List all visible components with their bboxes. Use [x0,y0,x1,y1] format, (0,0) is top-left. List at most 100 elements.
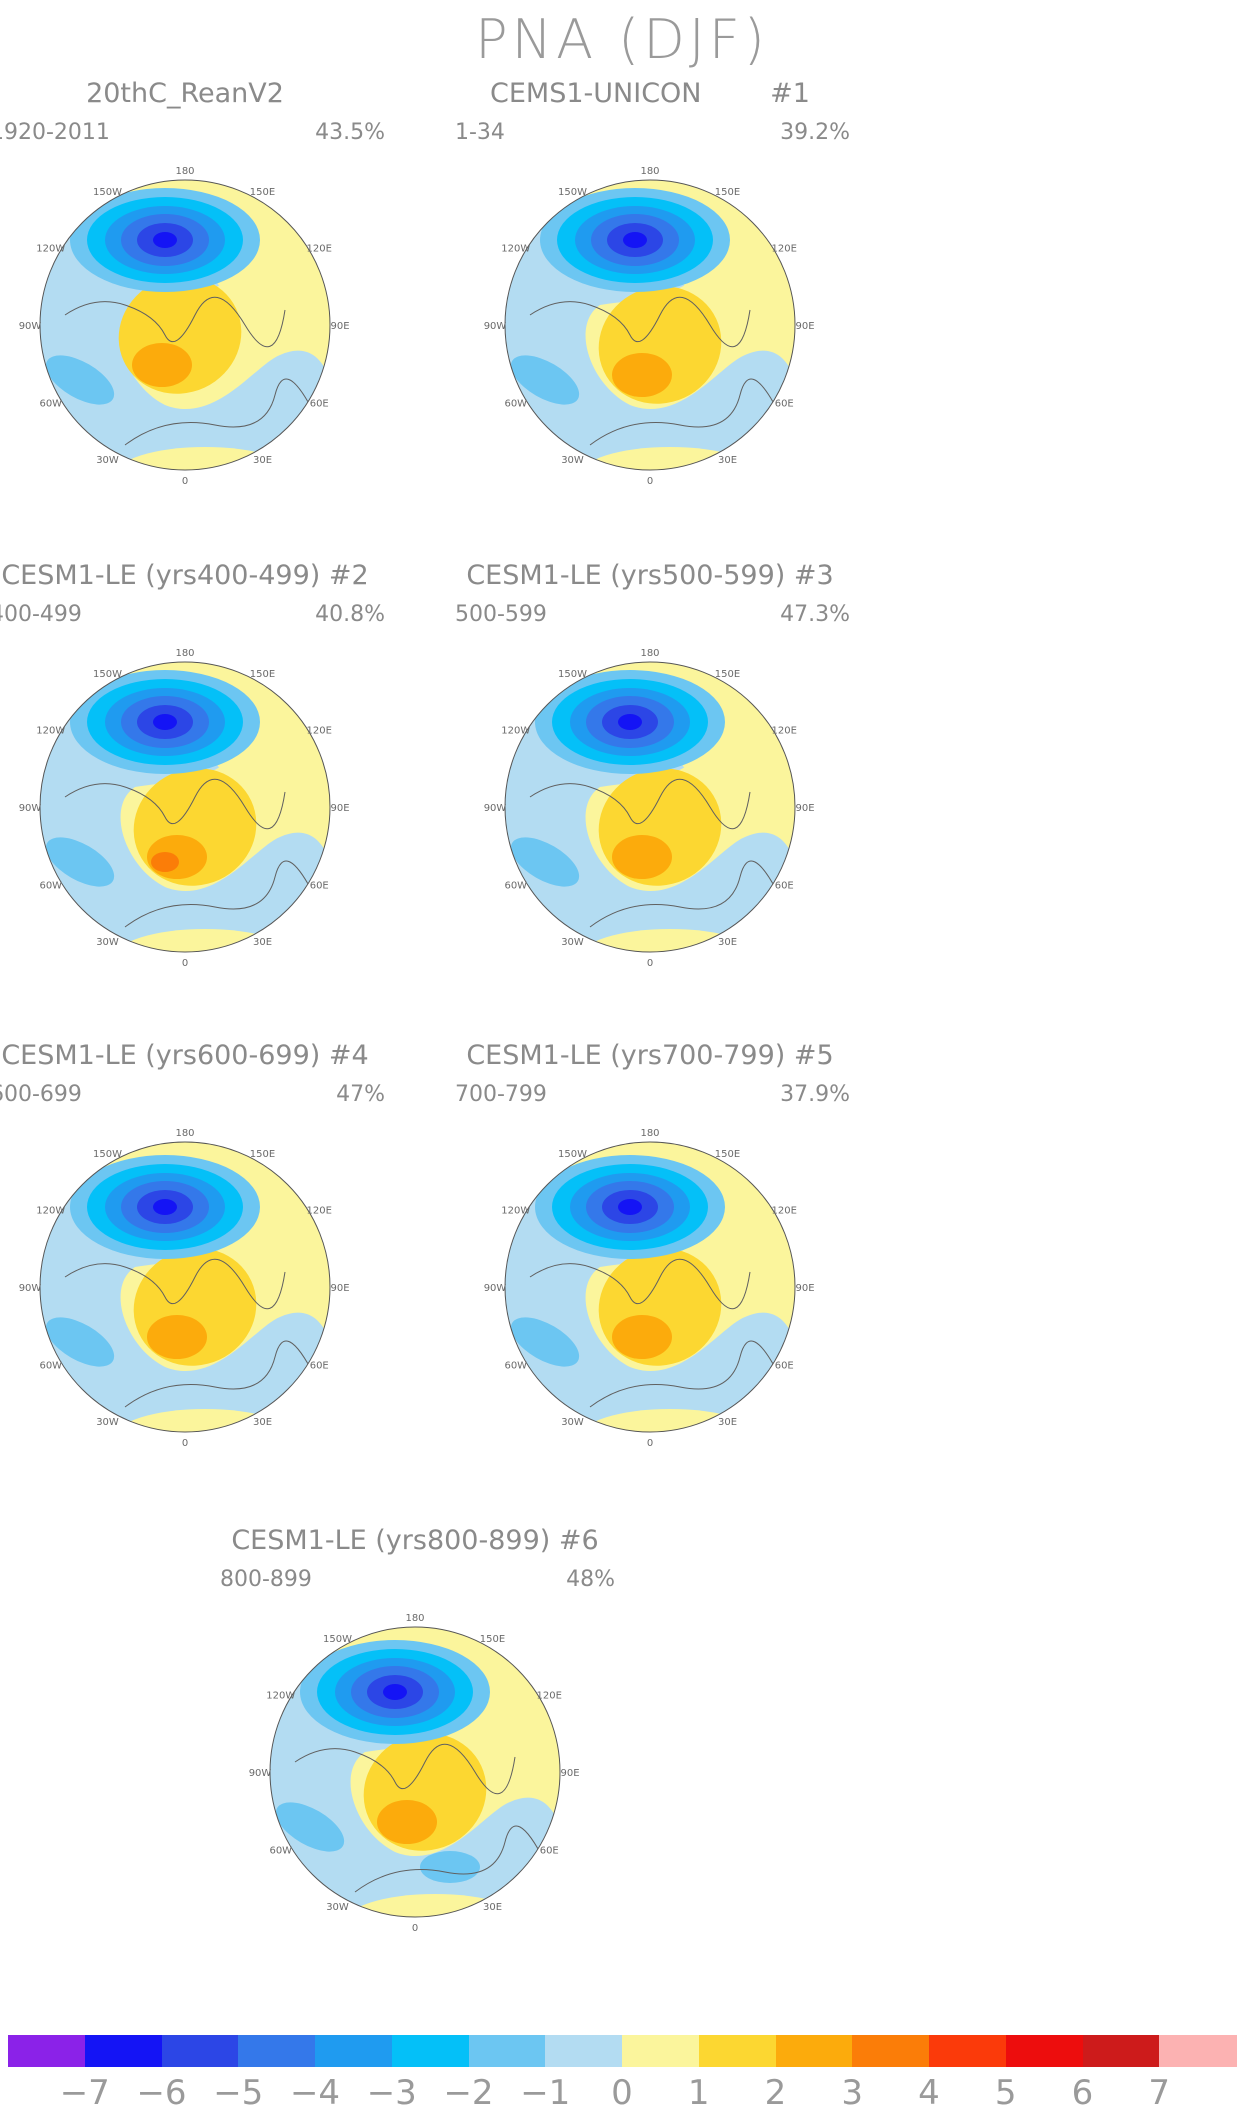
panel-title: CESM1-LE (yrs700-799) #5 [440,1040,860,1071]
longitude-label: 180 [640,648,659,659]
longitude-label: 150W [558,1149,587,1160]
longitude-label: 30W [561,937,584,948]
panel-variance-explained: 47% [336,1082,385,1107]
coastline [64,296,316,446]
longitude-label: 120E [772,1206,797,1217]
colorbar-tick-label: 4 [918,2073,940,2113]
longitude-label: 30E [718,455,737,466]
polar-map: 180 150E 120E 90E 60E 30E 0 30W 60W 90W 120W 150W [249,1613,580,1934]
longitude-label: 180 [640,1128,659,1139]
panel-title-text: 20thC_ReanV2 [86,78,284,109]
panel-period: 600-699 [0,1082,82,1107]
panel-title: CESM1-LE (yrs800-899) #6 [205,1525,625,1556]
panel-period: 800-899 [220,1567,312,1592]
colorbar-tick-label: 1 [687,2073,710,2113]
longitude-label: 150E [715,669,740,680]
longitude-label: 180 [175,166,194,177]
panel-title: CESM1-LE (yrs600-699) #4 [0,1040,395,1071]
longitude-label: 0 [182,1438,188,1449]
longitude-label: 90W [249,1768,272,1779]
longitude-label: 120E [307,1206,332,1217]
panel-member-number: #4 [320,1040,369,1071]
longitude-label: 120E [307,726,332,737]
colorbar-swatch [545,2035,623,2067]
longitude-label: 90W [19,1283,42,1294]
colorbar-tick-label: 0 [611,2073,633,2113]
panel-title-text: CESM1-LE (yrs500-599) [466,560,786,591]
panel-member-number: #2 [320,560,369,591]
map-boundary [39,179,331,471]
longitude-label: 0 [182,958,188,969]
coastline [294,1743,546,1893]
map-boundary [269,1626,561,1918]
panel-title-text: CESM1-LE (yrs700-799) [466,1040,786,1071]
colorbar-tick-label: 2 [764,2073,787,2113]
panel-title: CESM1-LE (yrs400-499) #2 [0,560,395,591]
panel-period: 400-499 [0,602,82,627]
longitude-label: 30W [561,455,584,466]
longitude-label: 90W [19,321,42,332]
map-field [505,180,795,470]
longitude-label: 120W [501,726,530,737]
longitude-label: 150E [715,1149,740,1160]
longitude-label: 30E [253,937,272,948]
panel-variance-explained: 40.8% [315,602,385,627]
map-boundary [39,661,331,953]
longitude-label: 30E [253,1417,272,1428]
panel-member-number: #3 [785,560,834,591]
colorbar-tick-label: −1 [520,2073,571,2113]
longitude-label: 90E [330,1283,349,1294]
colorbar-tick-label: −2 [443,2073,494,2113]
map-panel: CEMS1-UNICON #1 1-34 39.2% 180 150E 120E 90E 60… [440,78,860,553]
longitude-label: 90W [484,321,507,332]
panel-period: 1-34 [455,120,505,145]
colorbar-swatch [852,2035,930,2067]
panel-period: 500-599 [455,602,547,627]
longitude-label: 90W [19,803,42,814]
panel-member-number: #1 [701,78,810,109]
longitude-label: 30E [483,1902,502,1913]
longitude-label: 30E [718,937,737,948]
longitude-label: 30W [96,937,119,948]
colorbar-swatch [238,2035,316,2067]
colorbar-tick-label: −6 [136,2073,187,2113]
colorbar-tick-label: 6 [1071,2073,1094,2113]
longitude-label: 30E [718,1417,737,1428]
panel-variance-explained: 43.5% [315,120,385,145]
longitude-label: 90E [560,1768,579,1779]
map-panel: CESM1-LE (yrs700-799) #5 700-799 37.9% 180 1… [440,1040,860,1515]
colorbar-swatch [1005,2035,1083,2067]
longitude-label: 120W [501,1206,530,1217]
coastline [529,296,781,446]
figure-title: PNA (DJF) [475,8,769,71]
longitude-label: 180 [175,1128,194,1139]
longitude-label: 60E [310,881,329,892]
longitude-label: 120E [772,244,797,255]
colorbar-legend: −7 −6 −5 −4 −3 −2 −1 0 1 2 3 4 5 6 7 [8,2035,1237,2113]
longitude-label: 60E [310,1361,329,1372]
panel-title: 20thC_ReanV2 [0,78,395,109]
longitude-label: 90E [330,321,349,332]
panel-member-number: #6 [550,1525,599,1556]
longitude-label: 30E [253,455,272,466]
colorbar-tick-label: 5 [994,2073,1017,2113]
longitude-label: 150E [715,187,740,198]
colorbar-tick-label: −5 [213,2073,264,2113]
panel-title-text: CESM1-LE (yrs400-499) [1,560,321,591]
colorbar-tick-label: −4 [289,2073,341,2113]
panel-title: CESM1-LE (yrs500-599) #3 [440,560,860,591]
longitude-label: 60E [775,399,794,410]
colorbar-swatch [315,2035,393,2067]
colorbar-swatch [391,2035,469,2067]
coastline [64,1258,316,1408]
longitude-label: 120W [266,1691,295,1702]
longitude-label: 30W [96,1417,119,1428]
longitude-label: 30W [326,1902,349,1913]
colorbar-swatch [468,2035,546,2067]
longitude-label: 90E [795,1283,814,1294]
map-boundary [39,1141,331,1433]
longitude-label: 0 [647,476,653,487]
colorbar-tick-label: −3 [366,2073,417,2113]
colorbar-swatch [775,2035,853,2067]
colorbar-swatch [161,2035,239,2067]
